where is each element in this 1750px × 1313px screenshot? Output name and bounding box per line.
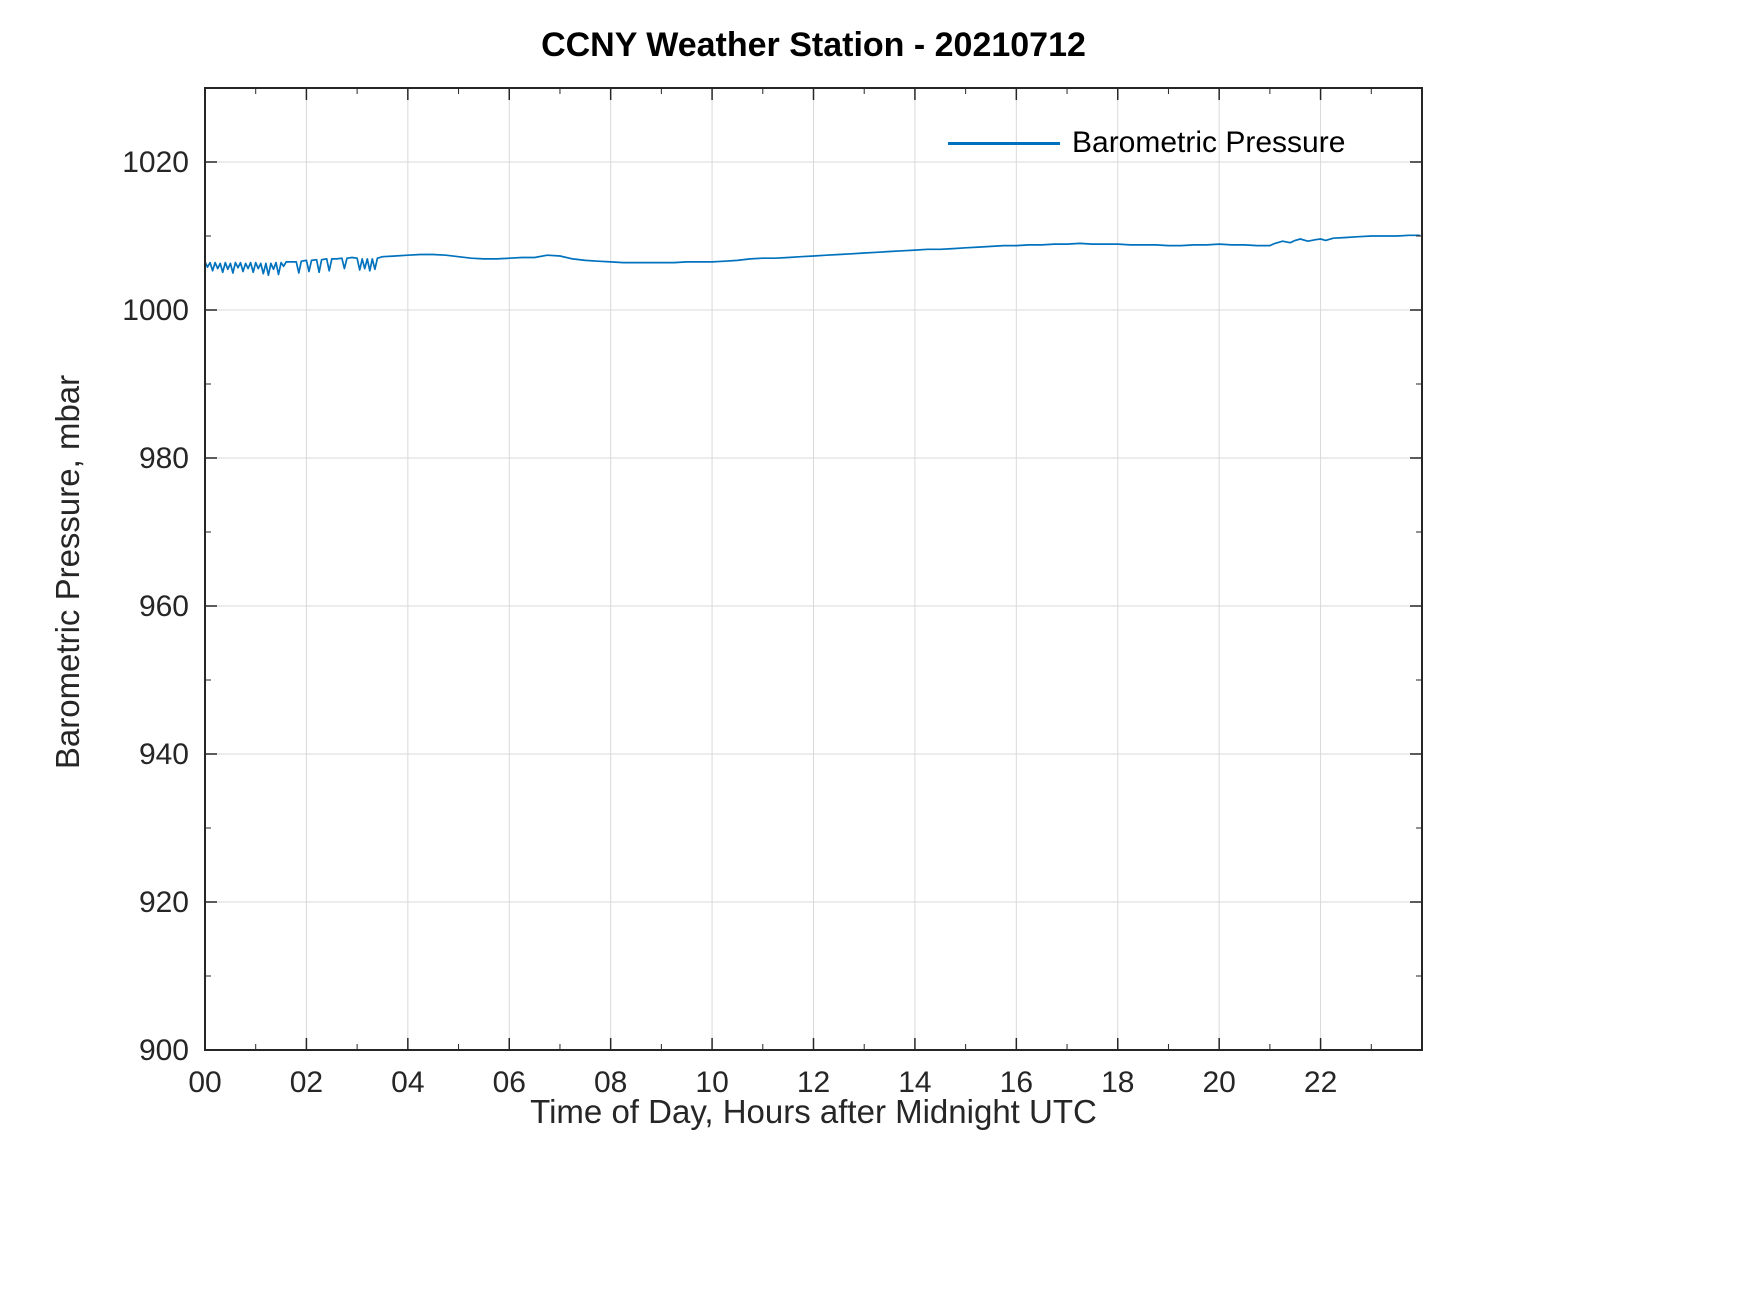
svg-text:14: 14 — [898, 1066, 931, 1099]
svg-text:16: 16 — [1000, 1066, 1033, 1099]
x-axis-label: Time of Day, Hours after Midnight UTC — [530, 1093, 1097, 1130]
legend: Barometric Pressure — [948, 126, 1345, 160]
svg-text:08: 08 — [594, 1066, 627, 1099]
svg-text:920: 920 — [139, 886, 189, 919]
svg-text:00: 00 — [188, 1066, 221, 1099]
svg-text:980: 980 — [139, 442, 189, 475]
svg-text:1020: 1020 — [122, 146, 189, 179]
legend-label: Barometric Pressure — [1072, 126, 1346, 159]
svg-text:12: 12 — [797, 1066, 830, 1099]
svg-text:22: 22 — [1304, 1066, 1337, 1099]
svg-text:02: 02 — [290, 1066, 323, 1099]
svg-text:04: 04 — [391, 1066, 424, 1099]
svg-text:960: 960 — [139, 590, 189, 623]
svg-text:18: 18 — [1101, 1066, 1134, 1099]
svg-text:1000: 1000 — [122, 294, 189, 327]
legend-line-sample — [948, 141, 1060, 145]
svg-text:900: 900 — [139, 1034, 189, 1067]
svg-text:10: 10 — [695, 1066, 728, 1099]
chart-title: CCNY Weather Station - 20210712 — [541, 26, 1086, 64]
svg-text:20: 20 — [1202, 1066, 1235, 1099]
svg-text:06: 06 — [493, 1066, 526, 1099]
svg-text:940: 940 — [139, 738, 189, 771]
